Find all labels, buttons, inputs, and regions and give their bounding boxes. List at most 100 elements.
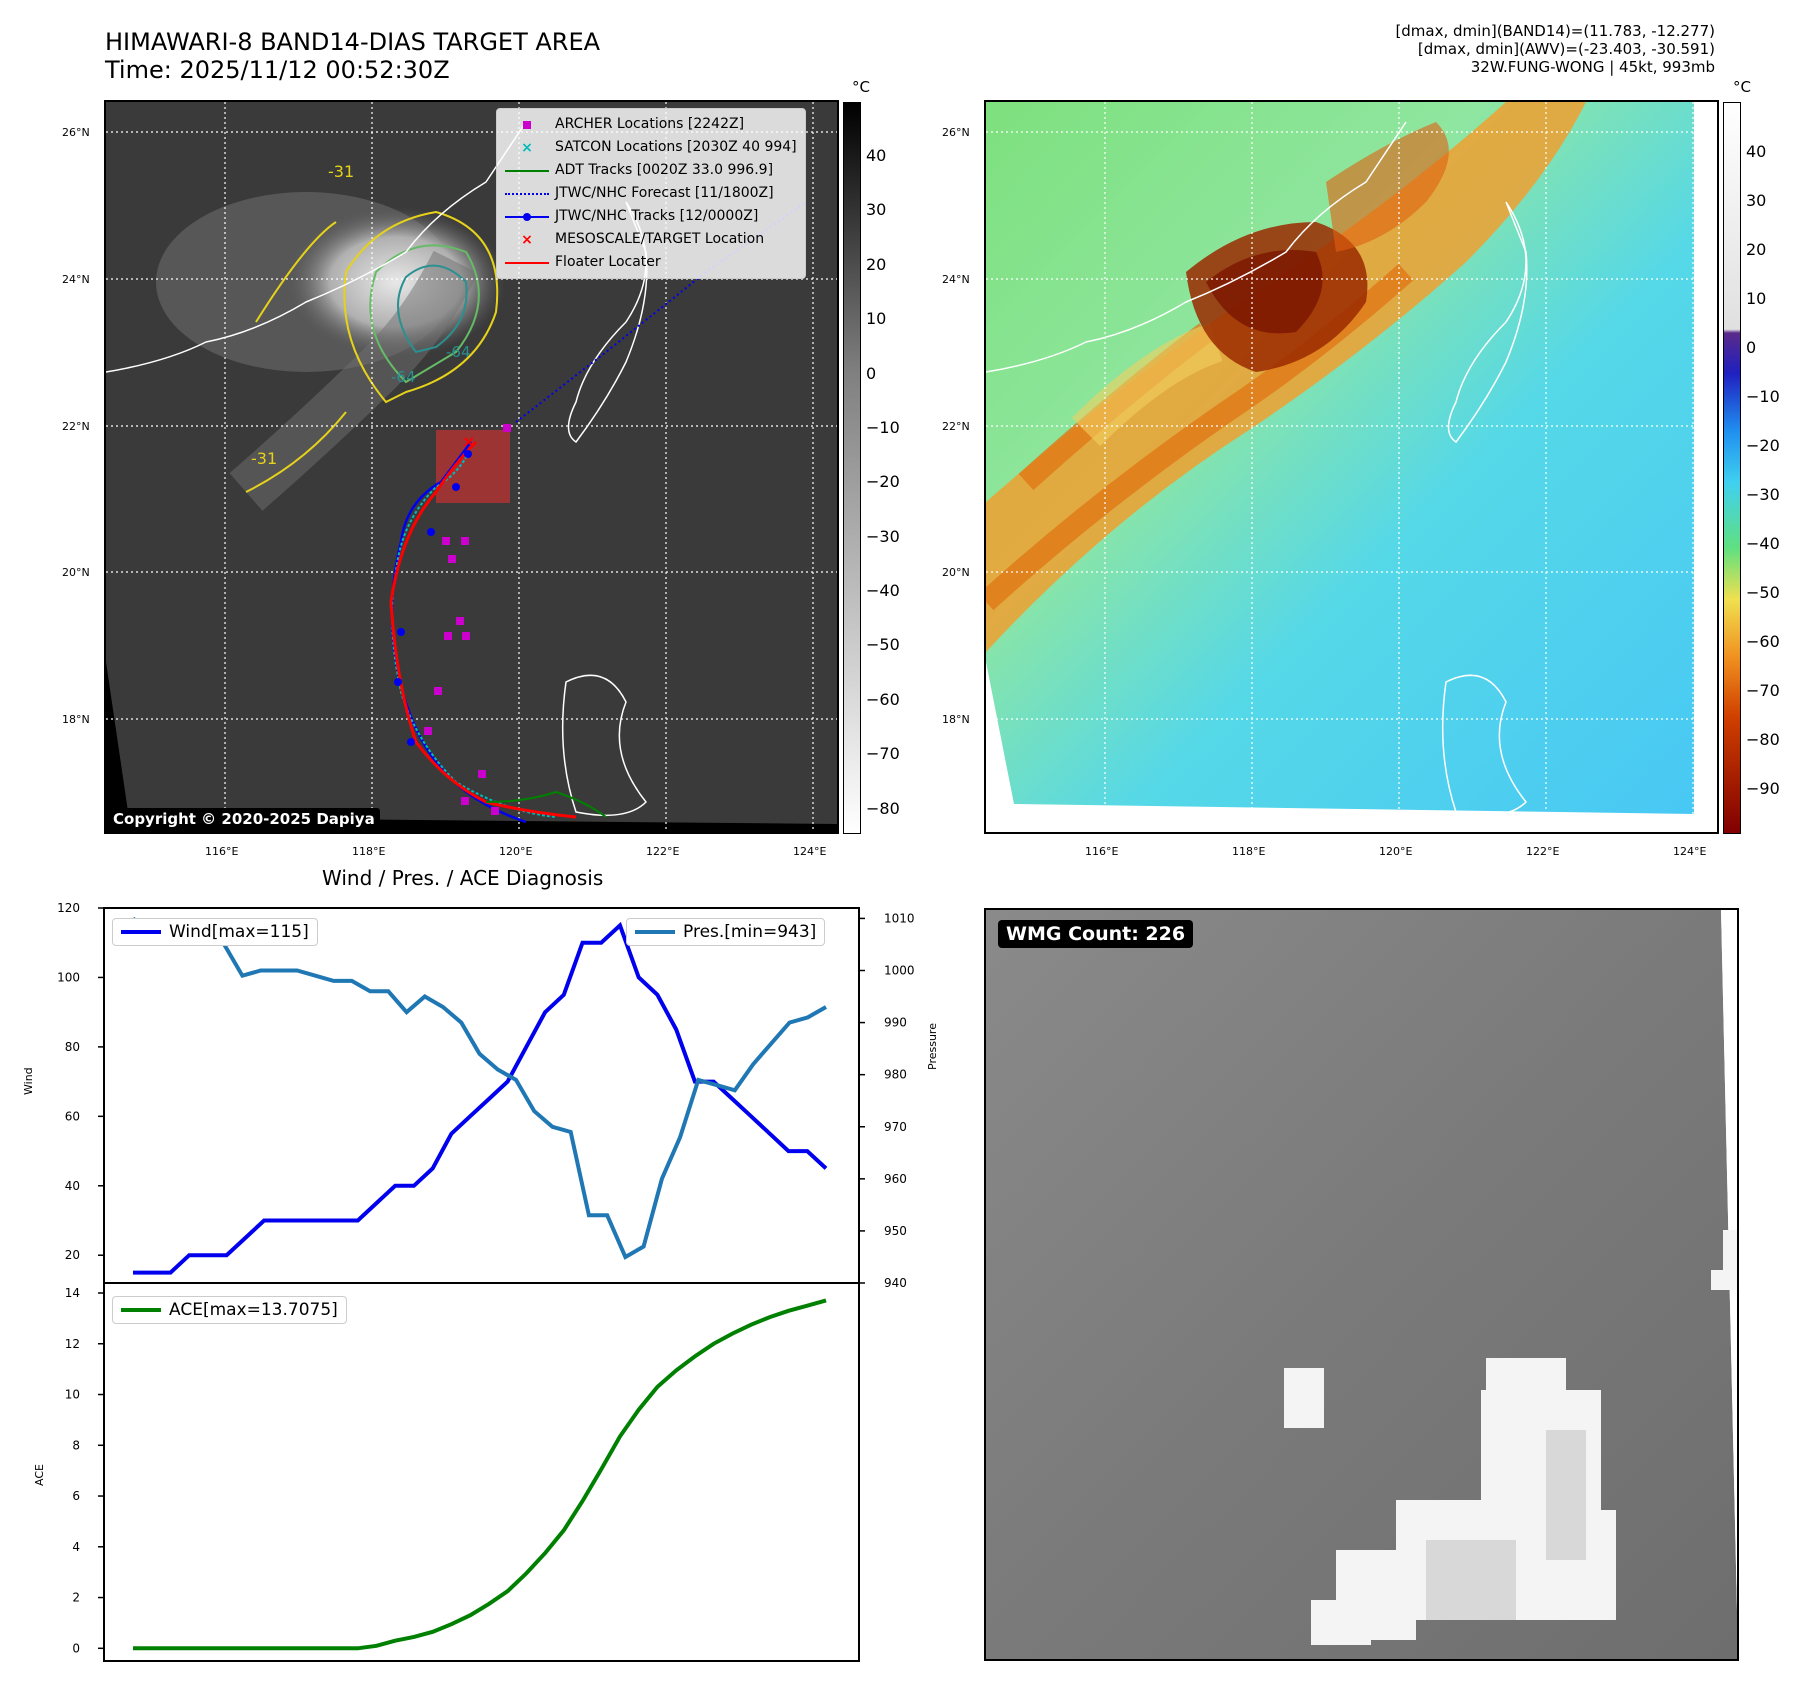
ace-tick-label: 10 <box>65 1388 80 1402</box>
pressure-axis-label: Pressure <box>926 1023 939 1070</box>
awv-cb-label: −90 <box>1746 779 1780 798</box>
contour-green <box>369 244 480 384</box>
ir-cb-label: −10 <box>866 418 900 437</box>
awv-cb-label: −20 <box>1746 436 1780 455</box>
ir-colorbar-unit: °C <box>852 78 870 96</box>
awv-coastline-mainland <box>986 121 1407 373</box>
chart-title: Wind / Pres. / ACE Diagnosis <box>322 866 604 890</box>
awv-cb-label: 40 <box>1746 142 1767 161</box>
wmg-svg <box>986 910 1737 1659</box>
lon-label: 124°E <box>1673 845 1707 858</box>
floater-track <box>389 440 577 819</box>
ir-cb-label: −40 <box>866 581 900 600</box>
wind-y-ticks: 20 40 60 80 100 120 <box>57 901 104 1262</box>
ir-cb-label: −70 <box>866 744 900 763</box>
lat-label: 22°N <box>942 420 970 433</box>
wind-series <box>133 921 828 1275</box>
ir-cb-label: 20 <box>866 255 887 274</box>
awv-cb-label: −40 <box>1746 534 1780 553</box>
pressure-tick-label: 980 <box>884 1068 907 1082</box>
ir-map-panel: -31 -31 -64 -64 <box>104 100 839 834</box>
coastline-luzon <box>561 674 648 817</box>
awv-coastline-luzon <box>1441 674 1528 817</box>
lon-label: 116°E <box>1085 845 1119 858</box>
wind-line <box>133 921 828 1275</box>
info-line-2: [dmax, dmin](AWV)=(-23.403, -30.591) <box>1417 40 1715 58</box>
ace-tick-label: 0 <box>72 1641 80 1655</box>
coastline-taiwan <box>567 201 648 444</box>
floater-box <box>436 430 510 503</box>
ir-cb-label: −80 <box>866 799 900 818</box>
ir-cb-label: 10 <box>866 309 887 328</box>
wind-axis-label: Wind <box>22 1067 35 1095</box>
contour-label-3: -64 <box>391 368 416 386</box>
legend-satcon: × SATCON Locations [2030Z 40 994] <box>521 139 797 156</box>
lon-label: 116°E <box>205 845 239 858</box>
lat-label: 26°N <box>942 126 970 139</box>
coastline-mainland <box>106 121 527 373</box>
lon-label: 118°E <box>1232 845 1266 858</box>
wind-tick-label: 40 <box>65 1179 80 1193</box>
copyright-badge: Copyright © 2020-2025 Dapiya <box>108 808 380 830</box>
page-title: HIMAWARI-8 BAND14-DIAS TARGET AREA Time:… <box>105 28 600 84</box>
ir-cb-label: 40 <box>866 146 887 165</box>
awv-colorbar-unit: °C <box>1733 78 1751 96</box>
awv-cb-label: 10 <box>1746 289 1767 308</box>
wind-axes-frame <box>103 907 860 1284</box>
ace-tick-label: 2 <box>72 1591 80 1605</box>
legend-tracks: JTWC/NHC Tracks [12/0000Z] <box>505 205 797 228</box>
ace-legend: ACE[max=13.7075] <box>112 1296 347 1324</box>
awv-gridlines <box>986 102 1717 832</box>
awv-cb-label: −10 <box>1746 387 1780 406</box>
lat-label: 18°N <box>62 713 90 726</box>
awv-cb-label: −60 <box>1746 632 1780 651</box>
awv-colorbar <box>1723 102 1741 834</box>
contour-yellow-2 <box>245 221 347 493</box>
ir-cb-label: −30 <box>866 527 900 546</box>
wind-tick-label: 120 <box>57 901 80 915</box>
lon-label: 122°E <box>646 845 680 858</box>
title-line-1: HIMAWARI-8 BAND14-DIAS TARGET AREA <box>105 28 601 56</box>
wind-tick-label: 20 <box>65 1248 80 1262</box>
ace-tick-label: 6 <box>72 1489 80 1503</box>
lon-label: 120°E <box>1379 845 1413 858</box>
ir-nodata-left <box>106 662 131 832</box>
dry-band-north <box>1326 122 1449 252</box>
lat-label: 20°N <box>62 566 90 579</box>
awv-map-panel <box>984 100 1719 834</box>
map-legend: ARCHER Locations [2242Z] × SATCON Locati… <box>496 108 806 279</box>
contour-label-2: -31 <box>328 162 354 181</box>
wmg-warmest-cells <box>1426 1430 1586 1620</box>
ace-axis-label: ACE <box>33 1464 46 1486</box>
awv-cb-label: −50 <box>1746 583 1780 602</box>
cloud-trail <box>229 250 479 511</box>
wind-tick-label: 60 <box>65 1109 80 1123</box>
lon-label: 124°E <box>793 845 827 858</box>
lat-label: 18°N <box>942 713 970 726</box>
title-line-2: Time: 2025/11/12 00:52:30Z <box>105 56 450 84</box>
awv-background <box>986 102 1694 814</box>
info-line-3: 32W.FUNG-WONG | 45kt, 993mb <box>1470 58 1715 76</box>
wmg-panel: WMG Count: 226 <box>984 908 1739 1661</box>
ace-line <box>133 1298 827 1651</box>
awv-cb-label: −70 <box>1746 681 1780 700</box>
ir-colorbar <box>843 102 861 834</box>
ir-cb-label: −20 <box>866 472 900 491</box>
lat-label: 26°N <box>62 126 90 139</box>
pressure-tick-label: 1010 <box>884 911 915 925</box>
pressure-y-ticks: 940 950 960 970 980 990 1000 1010 <box>859 911 915 1290</box>
legend-floater: Floater Locater <box>505 251 797 274</box>
awv-map-svg <box>986 102 1717 832</box>
contour-label-1: -31 <box>251 449 277 468</box>
dry-band-yellow <box>1071 323 1223 447</box>
ace-series <box>133 1298 827 1651</box>
awv-cb-label: 0 <box>1746 338 1757 357</box>
pressure-legend: Pres.[min=943] <box>626 918 826 946</box>
awv-cb-label: −80 <box>1746 730 1780 749</box>
pressure-legend-line <box>635 930 675 934</box>
ace-tick-label: 8 <box>72 1438 80 1452</box>
ir-cb-label: −50 <box>866 635 900 654</box>
lon-label: 120°E <box>499 845 533 858</box>
wind-legend: Wind[max=115] <box>112 918 318 946</box>
adt-track <box>485 790 607 818</box>
